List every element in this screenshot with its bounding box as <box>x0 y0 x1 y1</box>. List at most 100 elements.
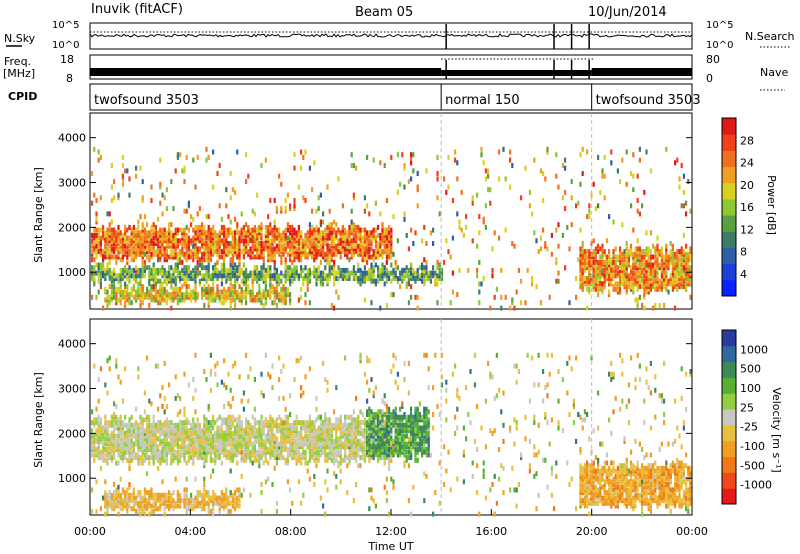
heatmap-cell <box>504 227 507 233</box>
heatmap-cell <box>196 267 199 273</box>
heatmap-cell <box>190 289 193 295</box>
heatmap-cell <box>159 300 162 306</box>
heatmap-cell <box>229 457 232 463</box>
heatmap-cell <box>493 294 496 300</box>
heatmap-cell <box>363 195 366 201</box>
heatmap-cell <box>603 249 606 255</box>
heatmap-cell <box>170 430 173 436</box>
heatmap-cell <box>322 243 325 249</box>
heatmap-cell <box>97 243 100 249</box>
heatmap-cell <box>240 270 243 276</box>
heatmap-cell <box>225 452 228 458</box>
heatmap-cell <box>295 452 298 458</box>
heatmap-cell <box>630 171 633 176</box>
heatmap-cell <box>355 238 358 244</box>
heatmap-cell <box>282 284 285 290</box>
heatmap-cell <box>196 232 199 238</box>
heatmap-cell <box>440 273 443 279</box>
heatmap-cell <box>267 246 270 252</box>
heatmap-cell <box>278 232 281 238</box>
heatmap-cell <box>267 270 270 276</box>
heatmap-cell <box>674 267 677 273</box>
heatmap-cell <box>220 441 223 447</box>
heatmap-cell <box>170 278 173 284</box>
heatmap-cell <box>264 417 267 423</box>
heatmap-cell <box>124 168 127 174</box>
heatmap-cell <box>139 273 142 279</box>
heatmap-cell <box>113 273 116 279</box>
heatmap-cell <box>302 249 305 255</box>
heatmap-cell <box>245 300 248 306</box>
heatmap-cell <box>291 452 294 458</box>
heatmap-cell <box>227 455 230 461</box>
heatmap-cell <box>634 254 637 260</box>
heatmap-cell <box>392 251 395 257</box>
heatmap-cell <box>311 230 314 236</box>
heatmap-cell <box>229 438 232 444</box>
heatmap-cell <box>333 243 336 249</box>
heatmap-cell <box>357 246 360 252</box>
heatmap-cell <box>687 281 690 287</box>
heatmap-cell <box>139 436 142 442</box>
heatmap-cell <box>132 232 135 238</box>
heatmap-cell <box>163 235 166 241</box>
heatmap-cell <box>381 254 384 260</box>
heatmap-cell <box>487 187 490 193</box>
heatmap-cell <box>170 230 173 236</box>
heatmap-cell <box>368 270 371 276</box>
heatmap-cell <box>176 265 179 271</box>
heatmap-cell <box>106 430 109 436</box>
heatmap-cell <box>198 430 201 436</box>
heatmap-cell <box>187 246 190 252</box>
heatmap-cell <box>148 441 151 447</box>
heatmap-cell <box>212 281 215 287</box>
heatmap-cell <box>99 366 102 372</box>
heatmap-cell <box>280 232 283 238</box>
heatmap-cell <box>187 238 190 244</box>
heatmap-cell <box>203 276 206 281</box>
heatmap-cell <box>251 414 254 420</box>
heatmap-cell <box>91 243 94 249</box>
heatmap-cell <box>192 273 195 279</box>
heatmap-cell <box>128 278 131 284</box>
heatmap-cell <box>247 420 250 426</box>
heatmap-cell <box>612 267 615 273</box>
heatmap-cell <box>130 414 133 420</box>
heatmap-cell <box>363 251 366 257</box>
heatmap-cell <box>187 249 190 255</box>
heatmap-cell <box>269 422 272 428</box>
heatmap-cell <box>104 297 107 303</box>
heatmap-cell <box>689 246 692 252</box>
heatmap-cell <box>181 441 184 447</box>
heatmap-cell <box>379 305 382 311</box>
heatmap-cell <box>220 498 223 504</box>
heatmap-cell <box>242 262 245 268</box>
heatmap-cell <box>267 371 270 377</box>
heatmap-cell <box>557 243 560 249</box>
heatmap-cell <box>385 273 388 279</box>
heatmap-cell <box>119 267 122 273</box>
cpid-segments: twofsound 3503 normal 150 twofsound 3503 <box>94 84 701 110</box>
heatmap-cell <box>278 243 281 249</box>
heatmap-cell <box>146 436 149 442</box>
heatmap-cell <box>205 492 208 498</box>
heatmap-cell <box>374 235 377 241</box>
heatmap-cell <box>146 425 149 431</box>
heatmap-cell <box>671 270 674 276</box>
heatmap-cell <box>293 276 296 281</box>
heatmap-cell <box>300 385 303 391</box>
heatmap-cell <box>135 249 138 255</box>
heatmap-cell <box>300 273 303 279</box>
heatmap-cell <box>682 278 685 284</box>
heatmap-cell <box>172 246 175 252</box>
heatmap-cell <box>121 506 124 512</box>
heatmap-cell <box>137 251 140 257</box>
heatmap-cell <box>135 243 138 249</box>
heatmap-cell <box>350 241 353 246</box>
heatmap-cell <box>253 273 256 279</box>
heatmap-cell <box>172 452 175 458</box>
heatmap-cell <box>315 249 318 255</box>
heatmap-cell <box>194 500 197 506</box>
heatmap-cell <box>647 259 650 265</box>
heatmap-cell <box>291 251 294 257</box>
